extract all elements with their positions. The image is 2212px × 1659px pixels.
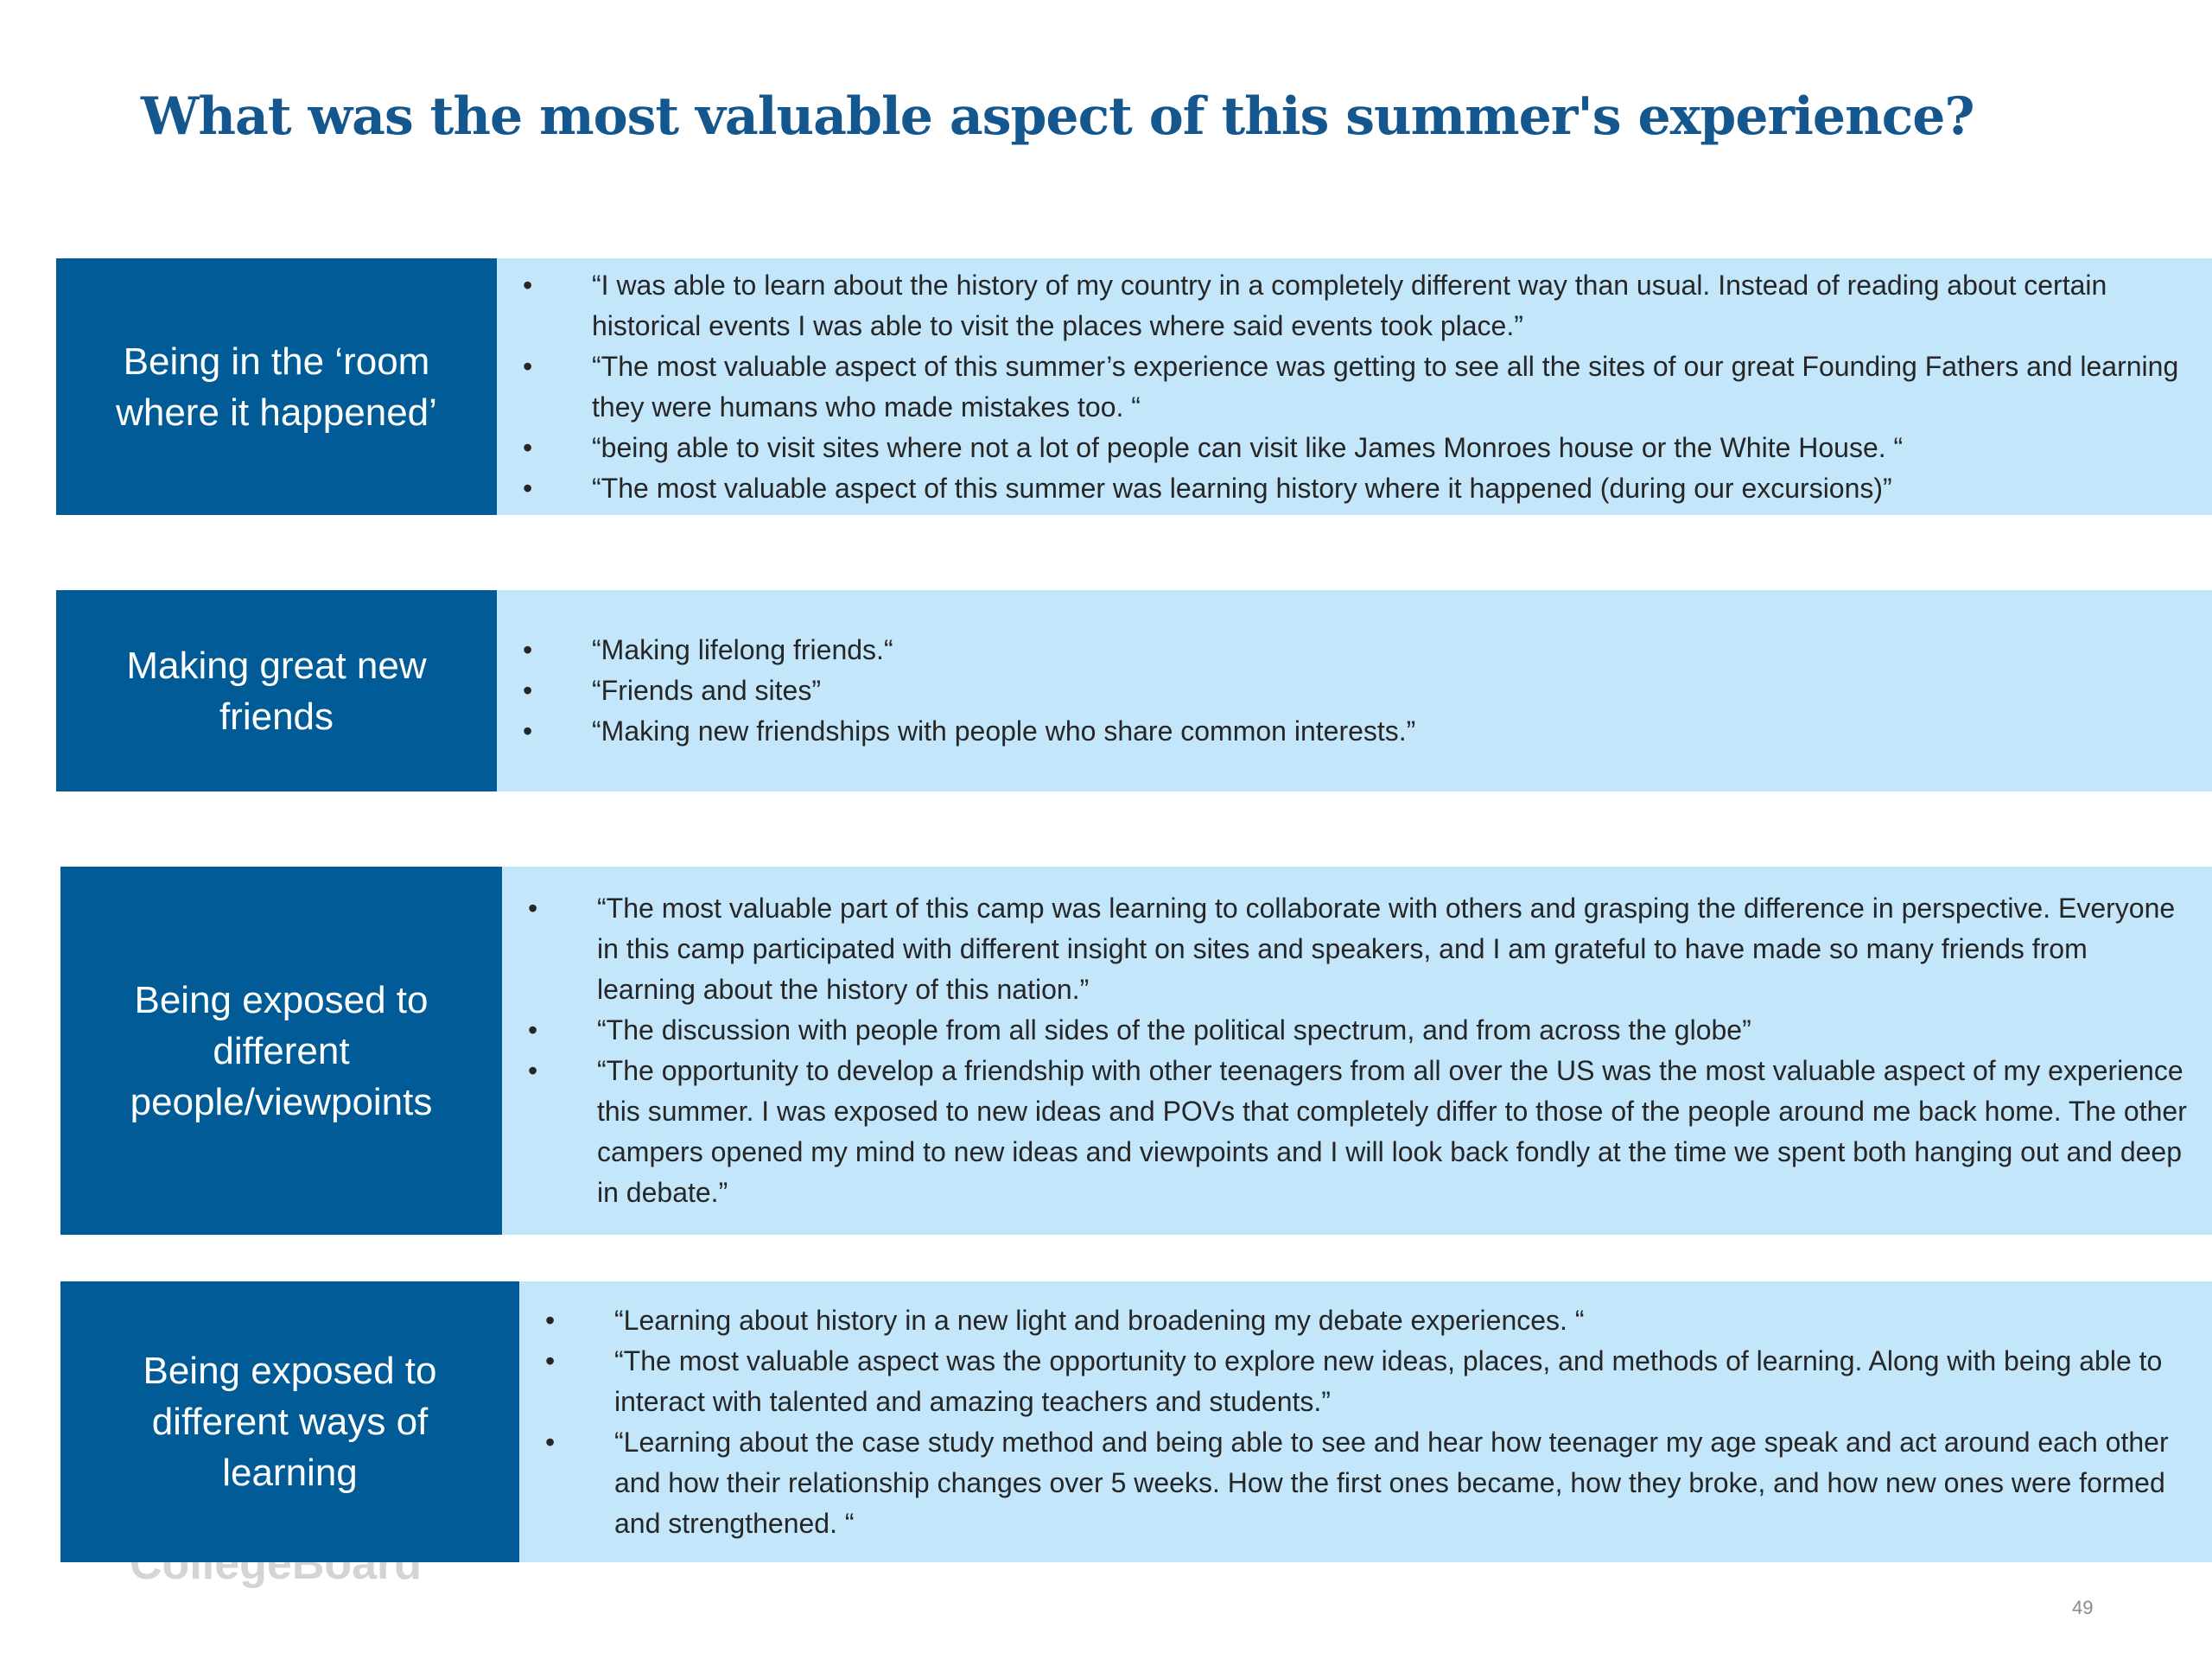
quote: “The discussion with people from all sid… (528, 1010, 2190, 1051)
section-label: Being exposed to different people/viewpo… (60, 867, 502, 1235)
quote: “The most valuable aspect of this summer… (523, 468, 2190, 509)
quote: “I was able to learn about the history o… (523, 265, 2190, 346)
section-label: Being in the ‘room where it happened’ (56, 258, 497, 515)
quote: “Learning about the case study method an… (545, 1422, 2190, 1544)
quote-list: “I was able to learn about the history o… (523, 258, 2190, 515)
quote-list: “Making lifelong friends.““Friends and s… (523, 590, 2190, 791)
section-label: Making great new friends (56, 590, 497, 791)
quote-list: “Learning about history in a new light a… (545, 1281, 2190, 1562)
quote: “The most valuable aspect was the opport… (545, 1341, 2190, 1422)
quote: “Learning about history in a new light a… (545, 1300, 2190, 1341)
slide-title: What was the most valuable aspect of thi… (141, 86, 1975, 147)
quote: “The opportunity to develop a friendship… (528, 1051, 2190, 1213)
quote: “Making new friendships with people who … (523, 711, 2190, 752)
quote: “Friends and sites” (523, 671, 2190, 711)
quote: “Making lifelong friends.“ (523, 630, 2190, 671)
quote-list: “The most valuable part of this camp was… (528, 867, 2190, 1235)
page-number: 49 (2072, 1597, 2094, 1618)
section-label: Being exposed to different ways of learn… (60, 1281, 519, 1562)
quote: “The most valuable aspect of this summer… (523, 346, 2190, 428)
quote: “The most valuable part of this camp was… (528, 888, 2190, 1010)
quote: “being able to visit sites where not a l… (523, 428, 2190, 468)
